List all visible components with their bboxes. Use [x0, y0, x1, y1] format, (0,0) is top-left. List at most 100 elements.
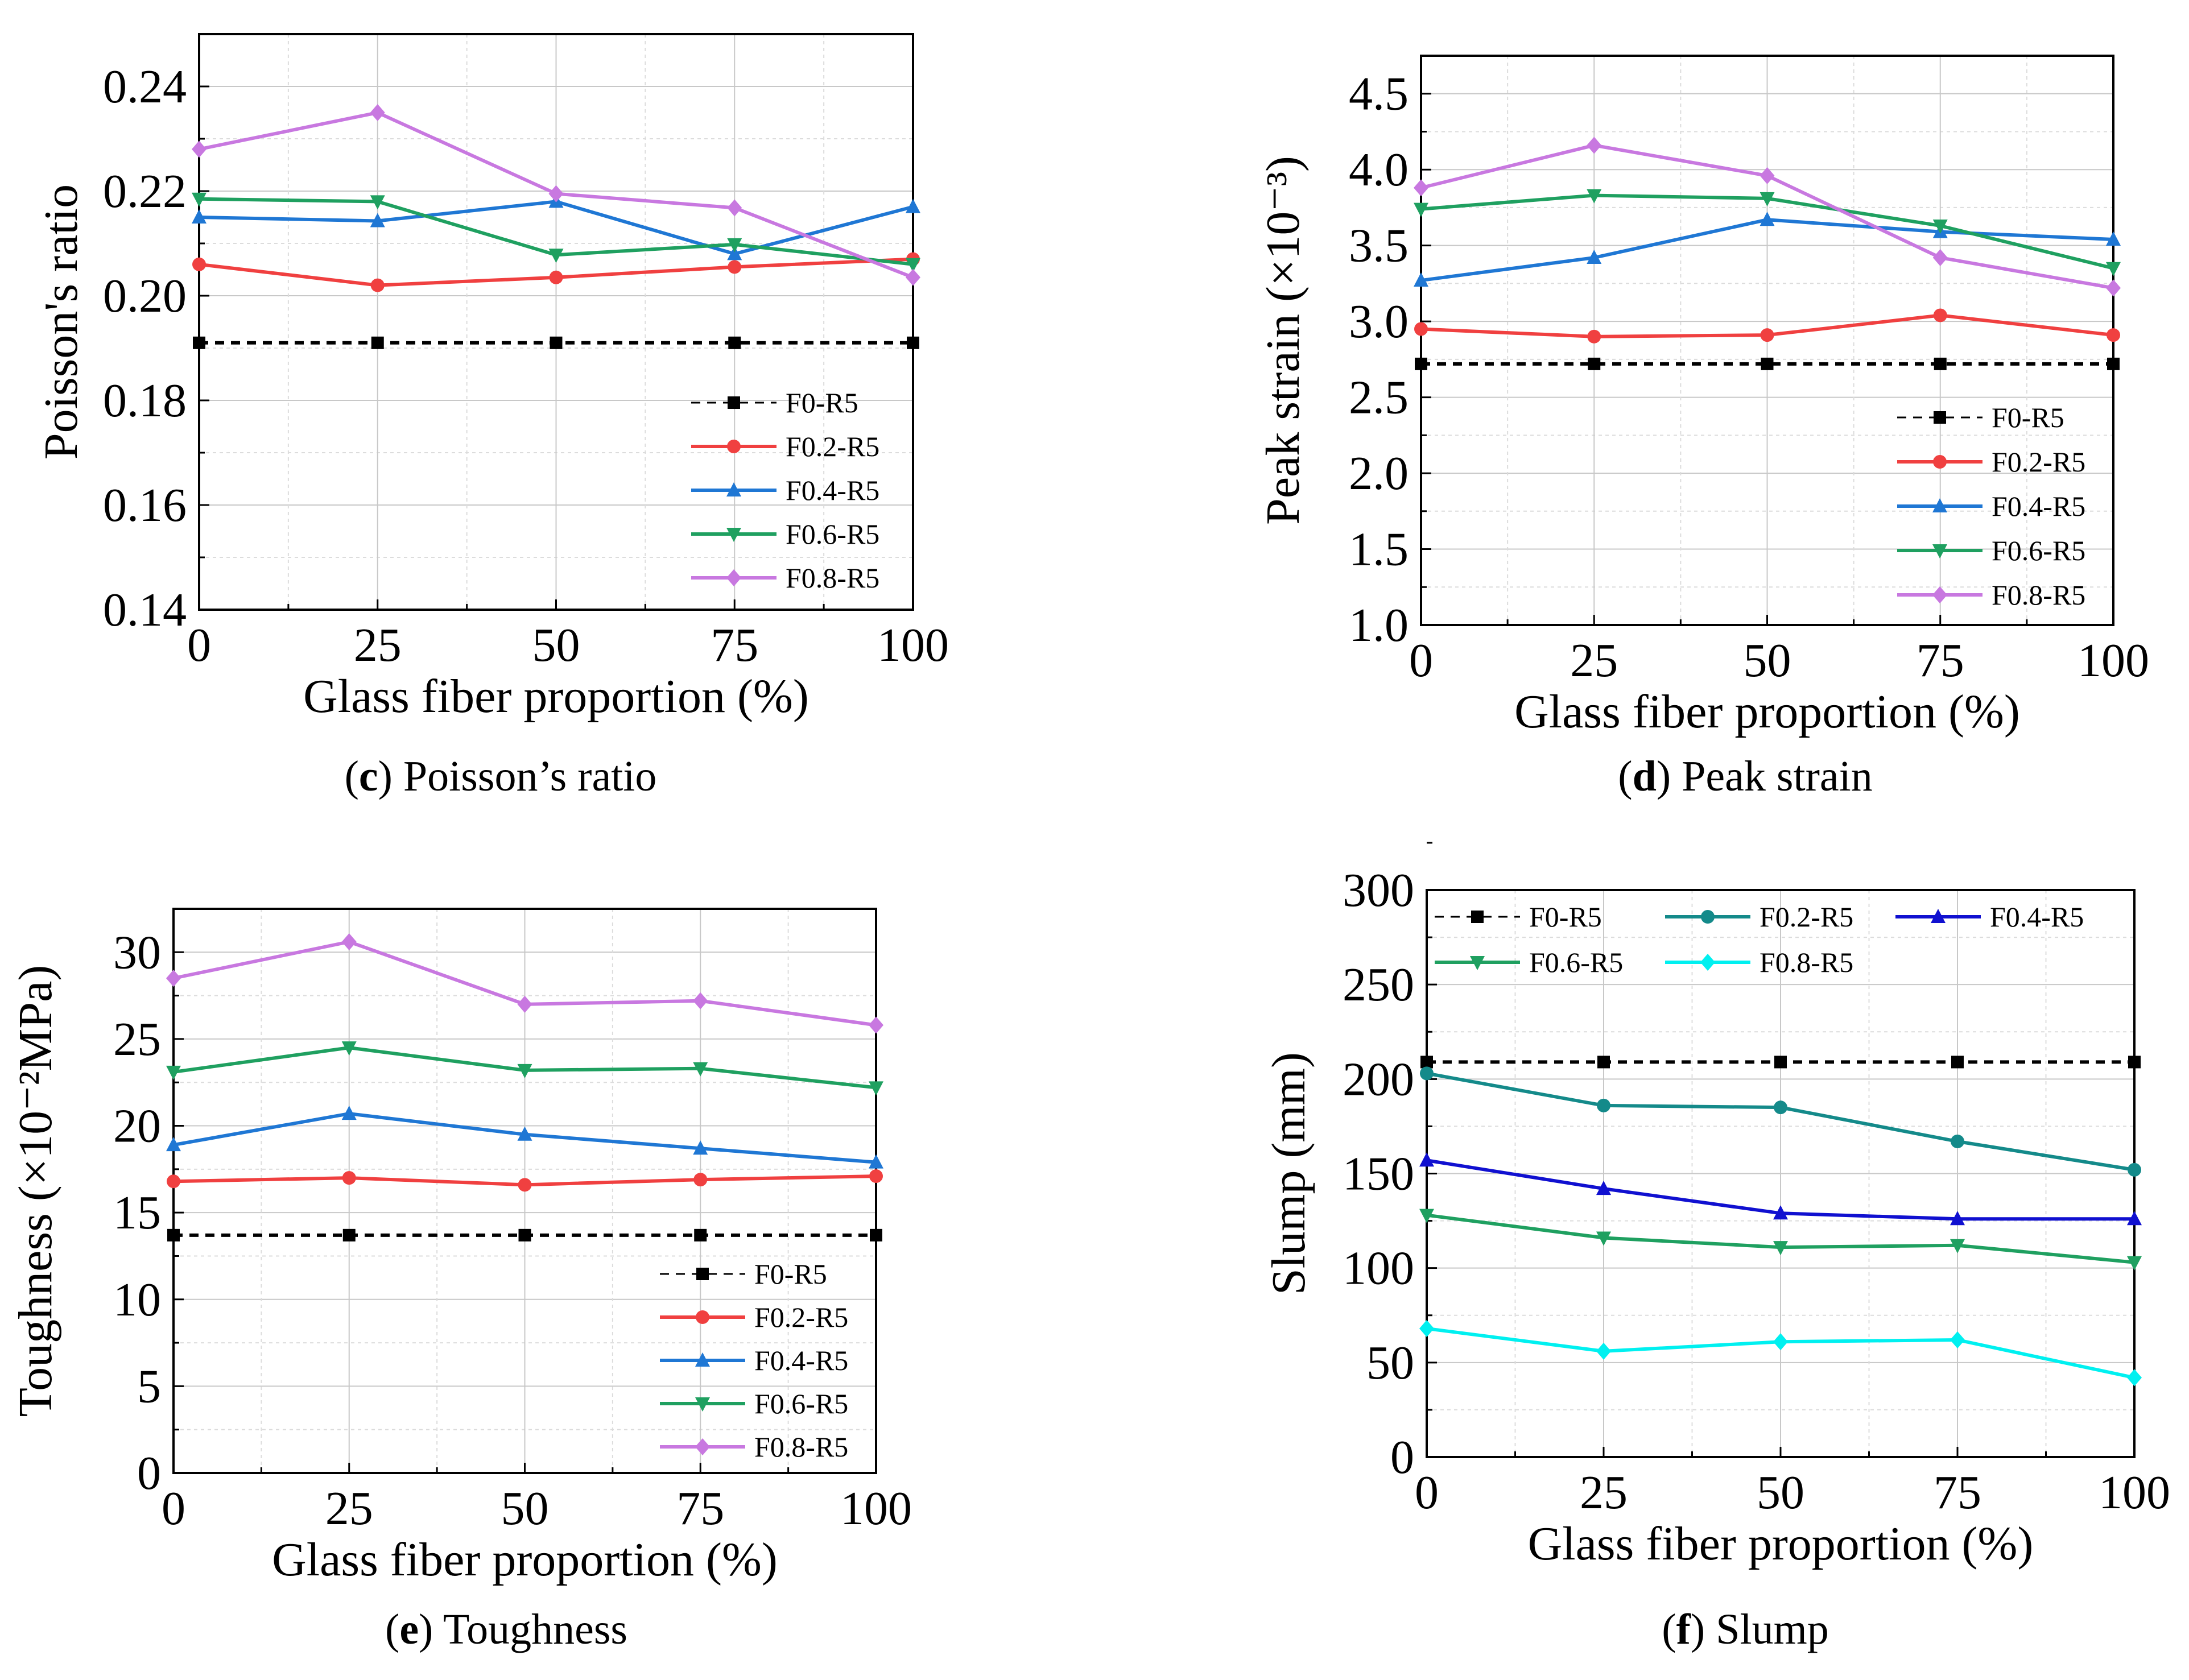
data-point: [1415, 357, 1427, 370]
y-tick-label: 0.20: [103, 270, 187, 322]
x-tick-label: 25: [1570, 634, 1618, 687]
y-tick-label: 0.24: [103, 60, 187, 113]
data-point: [1597, 1098, 1610, 1112]
data-point: [1419, 1209, 1434, 1223]
y-tick-label: 10: [113, 1273, 161, 1326]
data-point: [2106, 231, 2121, 246]
data-point: [2127, 1211, 2142, 1226]
y-tick-label: 1.0: [1349, 599, 1409, 652]
legend-marker: [696, 1268, 709, 1280]
legend-label: F0.6-R5: [754, 1388, 848, 1420]
data-point: [870, 1228, 882, 1242]
legend-marker: [1932, 544, 1947, 558]
legend: F0-R5 F0.2-R5 F0.4-R5 F0.6-R5 F0.8-R5: [660, 1258, 848, 1463]
data-point: [166, 970, 181, 987]
panel-caption: (f) Slump: [1662, 1605, 1828, 1653]
data-point: [370, 104, 385, 121]
y-tick-label: 0.14: [103, 584, 187, 636]
data-point: [166, 1065, 181, 1080]
data-point: [1760, 212, 1775, 226]
series-F0.6-R5: [192, 192, 920, 272]
legend-label: F0.4-R5: [1990, 901, 2084, 933]
series-F0.8-R5: [192, 104, 920, 286]
data-point: [1414, 202, 1428, 217]
data-point: [1932, 219, 1948, 234]
data-point: [167, 1228, 180, 1242]
legend-label: F0-R5: [1529, 901, 1602, 933]
series-F0-R5: [193, 336, 919, 349]
x-axis-title: Glass fiber proportion (%): [1514, 685, 2020, 738]
data-point: [192, 192, 206, 207]
data-point: [1419, 1320, 1434, 1338]
legend-label: F0-R5: [1992, 402, 2064, 433]
legend-marker: [727, 440, 741, 453]
series-F0.6-R5: [166, 1041, 883, 1096]
series-F0.4-R5: [1414, 212, 2121, 287]
data-point: [518, 1228, 531, 1242]
data-point: [341, 1041, 357, 1056]
y-tick-label: 0: [1390, 1431, 1414, 1484]
data-point: [1596, 1181, 1611, 1195]
data-point: [693, 992, 708, 1009]
y-tick-label: 200: [1343, 1053, 1414, 1106]
x-tick-label: 100: [877, 619, 949, 672]
y-tick-label: 0.18: [103, 374, 187, 427]
legend-marker: [726, 569, 741, 586]
series-F0.6-R5: [1414, 189, 2121, 276]
y-tick-label: 3.5: [1349, 220, 1409, 272]
data-point: [869, 1169, 883, 1184]
data-point: [693, 1173, 708, 1187]
series-F0.2-R5: [1414, 308, 2120, 344]
series-F0.8-R5: [1419, 1320, 2142, 1387]
y-tick-label: 50: [1366, 1336, 1414, 1389]
data-point: [166, 1137, 181, 1152]
data-point: [906, 258, 920, 272]
x-tick-label: 25: [1580, 1466, 1628, 1519]
chart-panel-c: 0.14 0.16 0.18 0.20 0.22 0.24 0 25 50 75 100 Glass …: [35, 33, 949, 800]
series-F0-R5: [1415, 357, 2120, 370]
legend-marker: [1931, 909, 1946, 923]
y-tick-label: 4.5: [1349, 68, 1409, 121]
legend-label: F0.4-R5: [754, 1344, 848, 1376]
data-point: [1774, 1100, 1787, 1115]
data-point: [1596, 1342, 1611, 1360]
x-tick-label: 0: [1415, 1466, 1439, 1519]
x-axis-title: Glass fiber proportion (%): [272, 1533, 778, 1586]
data-point: [693, 1140, 708, 1155]
x-tick-label: 100: [840, 1482, 912, 1535]
data-point: [1932, 249, 1948, 267]
data-point: [1760, 192, 1775, 206]
data-point: [548, 249, 564, 263]
legend-marker: [695, 1438, 710, 1455]
legend-label: F0.2-R5: [1992, 446, 2085, 478]
y-axis-title: Poisson's ratio: [35, 184, 88, 460]
y-tick-label: 2.0: [1349, 447, 1409, 500]
legend-label: F0.2-R5: [754, 1301, 848, 1333]
data-point: [548, 185, 564, 202]
data-point: [2107, 357, 2120, 370]
series-F0-R5: [167, 1228, 882, 1242]
data-point: [1587, 189, 1602, 204]
data-point: [1587, 136, 1602, 154]
panel-caption: (e) Toughness: [385, 1605, 627, 1653]
y-tick-label: 3.0: [1349, 295, 1409, 348]
x-tick-label: 25: [354, 619, 402, 672]
data-point: [1773, 1241, 1788, 1256]
data-point: [549, 270, 563, 284]
data-point: [869, 1154, 883, 1169]
y-tick-label: 25: [113, 1013, 161, 1066]
data-point: [192, 140, 206, 158]
data-point: [869, 1081, 883, 1096]
y-tick-label: 4.0: [1349, 143, 1409, 196]
x-axis-title: Glass fiber proportion (%): [1528, 1517, 2034, 1570]
legend-marker: [1471, 911, 1484, 923]
data-point: [1774, 1056, 1787, 1069]
legend-marker: [728, 396, 740, 409]
y-tick-label: 100: [1343, 1242, 1414, 1295]
data-point: [341, 1106, 357, 1120]
x-axis-title: Glass fiber proportion (%): [303, 670, 809, 723]
legend: F0-R5 F0.2-R5 F0.4-R5 F0.6-R5 F0.8-R5: [691, 387, 879, 594]
data-point: [1951, 1135, 1964, 1149]
y-tick-label: 2.5: [1349, 371, 1409, 424]
